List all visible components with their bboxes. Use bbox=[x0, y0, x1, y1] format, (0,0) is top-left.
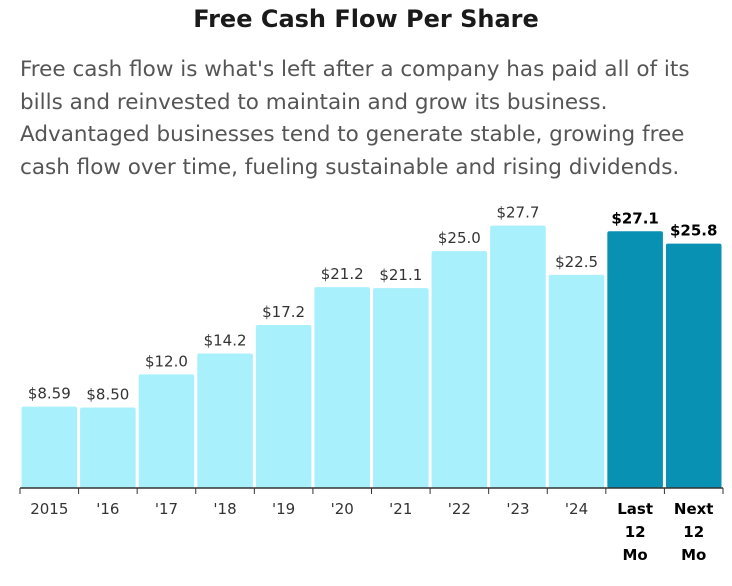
data-label-0: $8.59 bbox=[28, 385, 71, 403]
bar-10 bbox=[607, 231, 663, 488]
x-tick-label-9: '24 bbox=[565, 500, 588, 518]
bar-8 bbox=[490, 225, 546, 488]
data-label-11: $25.8 bbox=[670, 222, 717, 240]
x-tick-label-8: '23 bbox=[506, 500, 529, 518]
bar-7 bbox=[431, 251, 488, 488]
bar-11 bbox=[665, 243, 722, 488]
data-label-3: $14.2 bbox=[204, 331, 247, 349]
x-tick-label-10: Last 12 Mo bbox=[617, 500, 653, 564]
x-tick-label-11: Next 12 Mo bbox=[674, 500, 714, 564]
bar-3 bbox=[197, 353, 253, 488]
data-label-8: $27.7 bbox=[496, 204, 539, 222]
bar-0 bbox=[21, 406, 78, 488]
bar-2 bbox=[138, 374, 195, 488]
x-tick-label-1: '16 bbox=[96, 500, 119, 518]
x-tick-label-5: '20 bbox=[331, 500, 354, 518]
data-label-2: $12.0 bbox=[145, 352, 188, 370]
data-label-10: $27.1 bbox=[611, 209, 658, 227]
data-label-6: $21.1 bbox=[379, 266, 422, 284]
bar-6 bbox=[373, 288, 429, 488]
data-label-9: $22.5 bbox=[555, 253, 598, 271]
x-tick-label-2: '17 bbox=[155, 500, 178, 518]
data-label-4: $17.2 bbox=[262, 303, 305, 321]
data-label-5: $21.2 bbox=[321, 265, 364, 283]
chart-title: Free Cash Flow Per Share bbox=[193, 5, 539, 33]
x-tick-label-4: '19 bbox=[272, 500, 295, 518]
x-tick-label-0: 2015 bbox=[30, 500, 68, 518]
data-label-1: $8.50 bbox=[86, 385, 129, 403]
bar-1 bbox=[80, 407, 136, 488]
bar-4 bbox=[255, 325, 312, 488]
x-tick-label-6: '21 bbox=[389, 500, 412, 518]
x-tick-label-3: '18 bbox=[213, 500, 236, 518]
bar-9 bbox=[548, 274, 605, 488]
x-tick-label-7: '22 bbox=[448, 500, 471, 518]
chart-subtitle: Free cash flow is what's left after a co… bbox=[20, 57, 690, 180]
bar-5 bbox=[314, 287, 370, 488]
data-label-7: $25.0 bbox=[438, 229, 481, 247]
